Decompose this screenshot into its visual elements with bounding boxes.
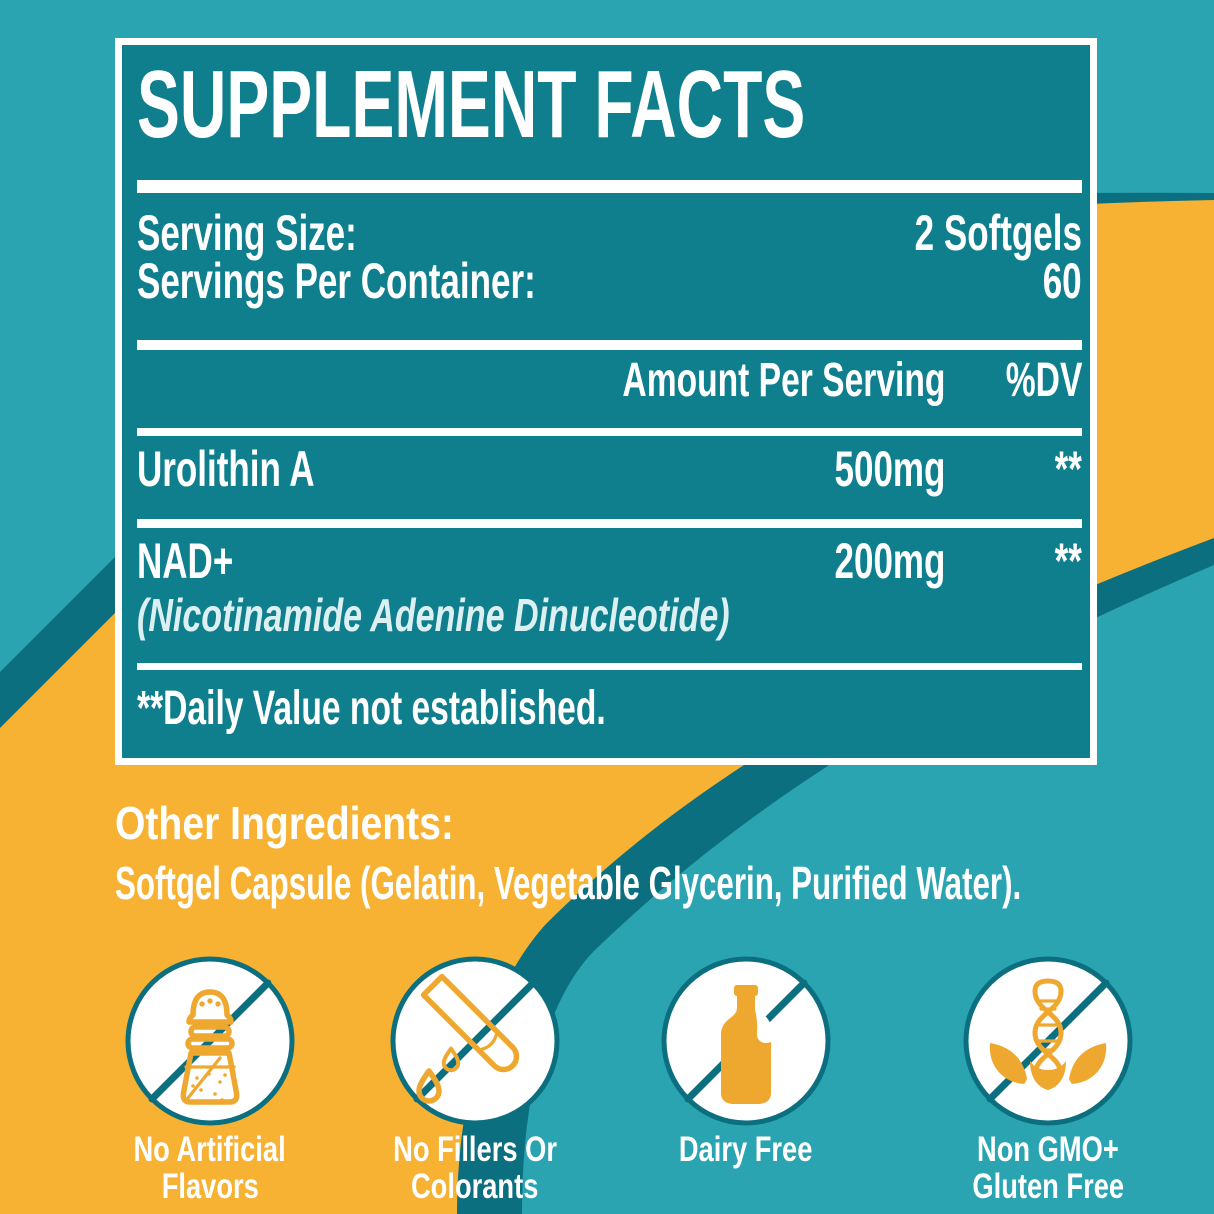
badge-non-gmo-gluten-free: Non GMO+ Gluten Free — [938, 953, 1158, 1205]
serving-size-label: Serving Size: — [137, 205, 357, 261]
divider-thick — [137, 180, 1082, 193]
nutrient-row-nad: NAD+ 200mg ** — [137, 536, 1082, 592]
other-ingredients-text: Softgel Capsule (Gelatin, Vegetable Glyc… — [115, 857, 1022, 909]
nutrient-subname-row: (Nicotinamide Adenine Dinucleotide) — [137, 592, 938, 638]
divider — [137, 340, 1082, 350]
badge-circle — [125, 956, 295, 1126]
badge-circle — [963, 956, 1133, 1126]
footnote-row: **Daily Value not established. — [137, 685, 1082, 741]
servings-per-container-label: Servings Per Container: — [137, 253, 536, 309]
nutrient-dv: ** — [1054, 533, 1082, 589]
nad-full-name: (Nicotinamide Adenine Dinucleotide) — [137, 589, 730, 641]
supplement-facts-panel: SUPPLEMENT FACTS Serving Size: 2 Softgel… — [115, 38, 1097, 765]
milk-bottle-icon — [721, 985, 771, 1104]
amount-per-serving-header: Amount Per Serving — [622, 354, 945, 407]
daily-value-footnote: **Daily Value not established. — [137, 682, 606, 735]
nutrient-amount: 200mg — [834, 533, 945, 589]
divider — [137, 428, 1082, 436]
serving-size-row: Serving Size: 2 Softgels — [137, 208, 1082, 264]
servings-per-container-row: Servings Per Container: 60 — [137, 256, 1082, 312]
percent-dv-header: %DV — [1005, 354, 1082, 407]
divider — [137, 519, 1082, 528]
nutrient-amount: 500mg — [834, 441, 945, 497]
nutrient-row-urolithin: Urolithin A 500mg ** — [137, 444, 1082, 500]
badge-dairy-free: Dairy Free — [636, 953, 856, 1205]
badge-no-fillers-or-colorants: No Fillers Or Colorants — [365, 953, 585, 1205]
badge-no-artificial-flavors: No Artificial Flavors — [100, 953, 320, 1205]
servings-per-container-value: 60 — [1043, 253, 1082, 309]
table-header-row: Amount Per Serving %DV — [137, 357, 1082, 413]
nutrient-name: NAD+ — [137, 533, 234, 589]
badge-label: No Artificial Flavors — [133, 1130, 287, 1206]
dna-leaves-icon — [989, 978, 1107, 1090]
nutrient-dv: ** — [1054, 441, 1082, 497]
badge-label: Dairy Free — [679, 1130, 813, 1169]
nutrient-name: Urolithin A — [137, 441, 315, 497]
other-ingredients-heading: Other Ingredients: — [115, 797, 454, 849]
salt-shaker-icon — [180, 989, 240, 1105]
divider — [137, 663, 1082, 670]
panel-title: SUPPLEMENT FACTS — [137, 51, 806, 158]
badge-circle — [661, 956, 831, 1126]
test-tube-icon — [416, 973, 520, 1104]
serving-size-value: 2 Softgels — [914, 205, 1082, 261]
badge-circle — [390, 956, 560, 1126]
badge-label: No Fillers Or Colorants — [393, 1130, 557, 1206]
badge-label: Non GMO+ Gluten Free — [972, 1130, 1124, 1206]
